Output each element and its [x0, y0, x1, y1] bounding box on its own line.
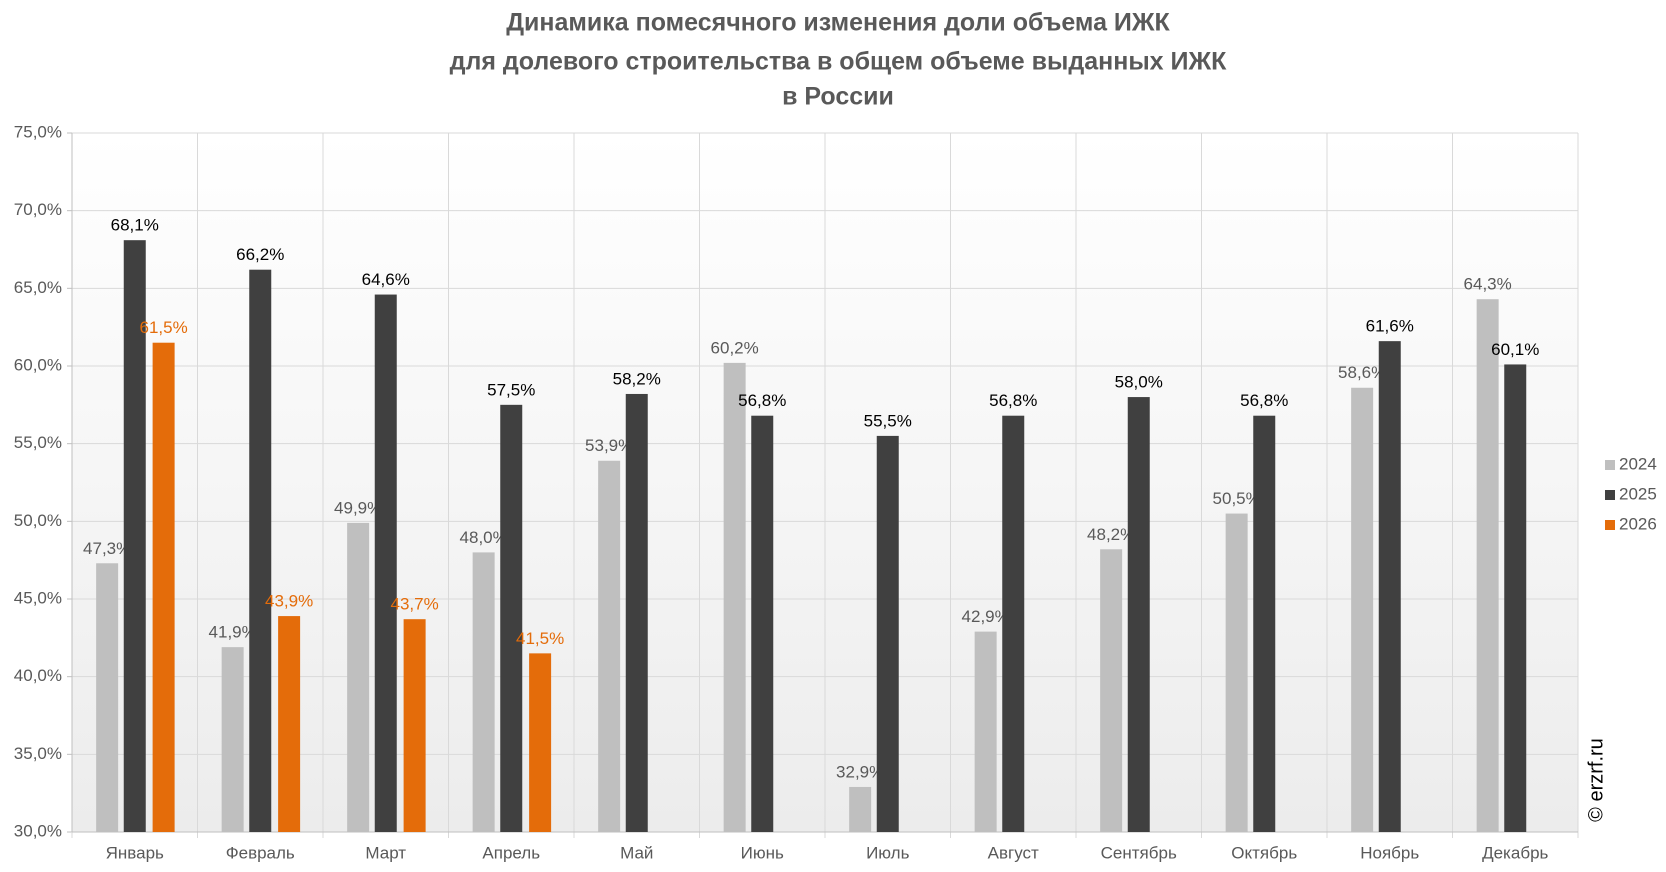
- bar: [1127, 397, 1150, 832]
- bar: [403, 619, 426, 832]
- bar: [347, 522, 370, 832]
- bar: [374, 294, 397, 833]
- chart-title: для долевого строительства в общем объем…: [450, 48, 1227, 76]
- legend-label: 2025: [1619, 484, 1657, 503]
- bar: [500, 404, 523, 832]
- chart-title: Динамика помесячного изменения доли объе…: [506, 9, 1170, 37]
- x-tick-label: Ноябрь: [1360, 843, 1419, 862]
- bar: [96, 563, 119, 832]
- x-tick-label: Июнь: [741, 843, 784, 862]
- value-label: 60,2%: [711, 338, 759, 357]
- bar: [1476, 299, 1499, 832]
- x-tick-label: Январь: [106, 843, 164, 862]
- value-label: 66,2%: [236, 245, 284, 264]
- bar: [472, 552, 495, 832]
- x-tick-label: Июль: [866, 843, 910, 862]
- bar: [849, 786, 872, 832]
- watermark: © erzrf.ru: [1585, 738, 1607, 822]
- value-label: 48,2%: [1087, 525, 1135, 544]
- x-tick-label: Сентябрь: [1101, 843, 1177, 862]
- chart-title: в России: [782, 83, 894, 111]
- x-tick-label: Апрель: [482, 843, 540, 862]
- value-label: 68,1%: [111, 216, 159, 235]
- bar: [1504, 364, 1527, 832]
- value-label: 32,9%: [836, 762, 884, 781]
- bar: [1351, 387, 1374, 832]
- y-tick-label: 45,0%: [14, 588, 62, 607]
- y-tick-label: 35,0%: [14, 744, 62, 763]
- bar: [1225, 513, 1248, 832]
- value-label: 43,7%: [391, 595, 439, 614]
- value-label: 57,5%: [487, 380, 535, 399]
- bar: [751, 415, 774, 832]
- value-label: 48,0%: [460, 528, 508, 547]
- value-label: 47,3%: [83, 539, 131, 558]
- value-label: 50,5%: [1213, 489, 1261, 508]
- bar: [1378, 341, 1401, 832]
- value-label: 41,9%: [209, 623, 257, 642]
- y-tick-label: 70,0%: [14, 200, 62, 219]
- bar: [625, 393, 648, 832]
- legend-swatch: [1605, 520, 1615, 530]
- value-label: 56,8%: [738, 391, 786, 410]
- bar: [1100, 549, 1123, 832]
- value-label: 61,5%: [140, 318, 188, 337]
- x-tick-label: Февраль: [226, 843, 295, 862]
- y-tick-label: 75,0%: [14, 122, 62, 141]
- x-tick-label: Декабрь: [1482, 843, 1548, 862]
- value-label: 58,2%: [613, 369, 661, 388]
- y-tick-label: 65,0%: [14, 278, 62, 297]
- bar: [1253, 415, 1276, 832]
- value-label: 43,9%: [265, 592, 313, 611]
- value-label: 56,8%: [1240, 391, 1288, 410]
- value-label: 53,9%: [585, 436, 633, 455]
- value-label: 58,6%: [1338, 363, 1386, 382]
- y-tick-label: 40,0%: [14, 666, 62, 685]
- bar: [221, 647, 244, 832]
- y-tick-label: 55,0%: [14, 433, 62, 452]
- bar: [723, 362, 746, 832]
- value-label: 56,8%: [989, 391, 1037, 410]
- value-label: 42,9%: [962, 607, 1010, 626]
- value-label: 41,5%: [516, 629, 564, 648]
- bar: [1002, 415, 1025, 832]
- x-tick-label: Март: [365, 843, 406, 862]
- bar: [123, 240, 146, 832]
- legend-label: 2026: [1619, 514, 1657, 533]
- bar: [152, 342, 175, 832]
- value-label: 60,1%: [1491, 340, 1539, 359]
- bar: [529, 653, 552, 832]
- value-label: 49,9%: [334, 498, 382, 517]
- bar: [278, 616, 301, 832]
- x-tick-label: Август: [988, 843, 1039, 862]
- legend-label: 2024: [1619, 454, 1657, 473]
- bar: [249, 269, 272, 832]
- value-label: 64,3%: [1464, 275, 1512, 294]
- bar: [598, 460, 621, 832]
- value-label: 64,6%: [362, 270, 410, 289]
- value-label: 61,6%: [1366, 317, 1414, 336]
- y-tick-label: 30,0%: [14, 821, 62, 840]
- y-tick-label: 60,0%: [14, 355, 62, 374]
- value-label: 58,0%: [1115, 373, 1163, 392]
- x-tick-label: Май: [620, 843, 653, 862]
- value-label: 55,5%: [864, 411, 912, 430]
- legend-swatch: [1605, 490, 1615, 500]
- legend-swatch: [1605, 460, 1615, 470]
- bar: [974, 631, 997, 832]
- x-tick-label: Октябрь: [1231, 843, 1297, 862]
- y-tick-label: 50,0%: [14, 511, 62, 530]
- bar: [876, 435, 899, 832]
